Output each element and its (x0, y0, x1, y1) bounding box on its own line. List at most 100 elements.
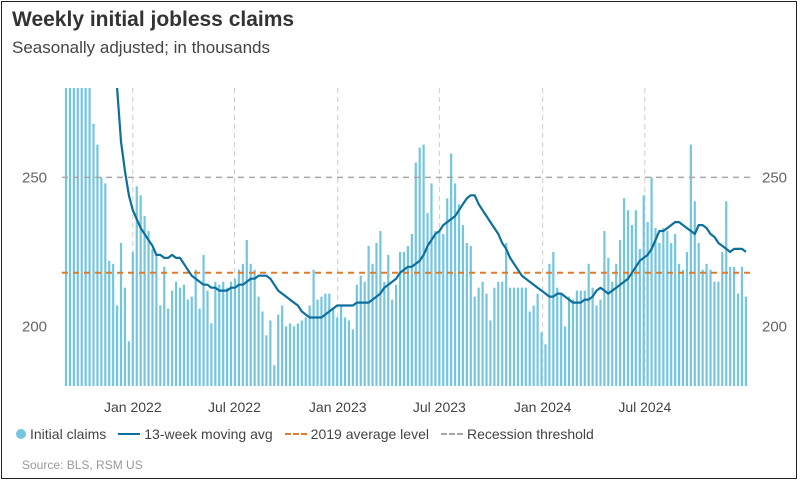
claims-bar (450, 153, 453, 386)
claims-bar (288, 323, 292, 386)
claims-bar (96, 144, 99, 386)
claims-bar (92, 123, 95, 386)
y-tick-label-right: 200 (762, 318, 787, 335)
chart-subtitle: Seasonally adjusted; in thousands (12, 38, 271, 57)
source-note: Source: BLS, RSM US (22, 458, 143, 472)
claims-bar (697, 242, 700, 386)
claims-bar (465, 242, 468, 386)
claims-bar (359, 275, 362, 386)
claims-bar (190, 296, 193, 386)
claims-bar (304, 317, 307, 386)
claims-bar (733, 266, 736, 386)
claims-bar (446, 198, 449, 386)
claims-bar (167, 308, 170, 386)
claims-bar (552, 251, 555, 386)
claims-bar (367, 245, 370, 386)
claims-bar (622, 198, 626, 386)
claims-bar (296, 323, 299, 386)
claims-bar (155, 254, 158, 386)
claims-bar (347, 320, 351, 386)
claims-bar (182, 284, 185, 386)
claims-bar (544, 344, 547, 386)
claims-bar (261, 311, 264, 386)
claims-bar (493, 287, 496, 386)
claims-bar (575, 290, 578, 386)
claims-bar (626, 210, 630, 386)
claims-bar (222, 281, 225, 386)
claims-bar (567, 296, 571, 386)
claims-bar (281, 305, 284, 386)
claims-bar (241, 263, 244, 386)
claims-bar (642, 195, 645, 386)
claims-bar (406, 245, 410, 386)
x-tick-label: Jan 2023 (309, 399, 367, 415)
claims-bar (599, 299, 602, 386)
claims-bar (214, 281, 217, 386)
claims-bar (332, 308, 335, 386)
claims-bar (379, 231, 382, 386)
claims-bar (186, 299, 189, 386)
legend-dashed-line-icon (284, 433, 307, 435)
claims-bar (560, 293, 563, 386)
claims-bar (115, 305, 119, 386)
claims-bar (277, 314, 280, 386)
x-tick-label: Jul 2024 (618, 399, 671, 415)
claims-bar (387, 254, 390, 386)
claims-bar (457, 204, 461, 386)
claims-bar (84, 88, 87, 386)
claims-bar (418, 147, 421, 386)
claims-bar (391, 299, 394, 386)
claims-bar (104, 183, 107, 386)
claims-bar (681, 269, 685, 386)
claims-bar (740, 266, 744, 386)
claims-bar (131, 251, 134, 386)
claims-bar (497, 281, 500, 386)
claims-bar (233, 278, 237, 386)
claims-bar (135, 186, 138, 386)
claims-bar (634, 210, 637, 386)
claims-bar (108, 260, 111, 386)
claims-bar (685, 251, 689, 386)
claims-bar (336, 317, 339, 386)
claims-bar (662, 228, 665, 386)
claims-bar (434, 231, 437, 386)
claims-bar (284, 326, 288, 386)
claims-bar (607, 257, 610, 386)
legend-label: 13-week moving avg (144, 426, 273, 442)
claims-bar (383, 281, 386, 386)
claims-bar (265, 335, 268, 386)
claims-bar (579, 290, 582, 386)
claims-bar (701, 269, 704, 386)
claims-bar (556, 287, 559, 386)
claims-bar (269, 320, 272, 386)
claims-bar (524, 287, 527, 386)
claims-bar (744, 296, 747, 386)
x-tick-label: Jul 2022 (208, 399, 261, 415)
claims-bar (402, 251, 406, 386)
claims-bar (414, 162, 417, 386)
claims-bar (587, 263, 590, 386)
legend-label: Initial claims (30, 426, 107, 442)
claims-bar (654, 228, 657, 386)
legend-line-icon (118, 433, 141, 435)
claims-bar (76, 88, 79, 386)
claims-bar (512, 287, 516, 386)
claims-bar (705, 263, 708, 386)
x-tick-label: Jan 2024 (514, 399, 572, 415)
claims-bar (198, 308, 201, 386)
claims-bar (171, 290, 174, 386)
claims-bar (508, 287, 512, 386)
claims-bar (68, 88, 72, 386)
claims-bar (638, 248, 641, 386)
claims-bar (481, 281, 484, 386)
claims-bar (206, 290, 209, 386)
claims-bar (292, 326, 296, 386)
claims-bar (218, 284, 221, 386)
claims-bar (693, 201, 696, 386)
claims-bar (619, 239, 622, 386)
claims-bar (163, 266, 166, 386)
claims-bar (422, 144, 425, 386)
claims-bar (324, 293, 327, 386)
claims-bar (615, 263, 618, 386)
